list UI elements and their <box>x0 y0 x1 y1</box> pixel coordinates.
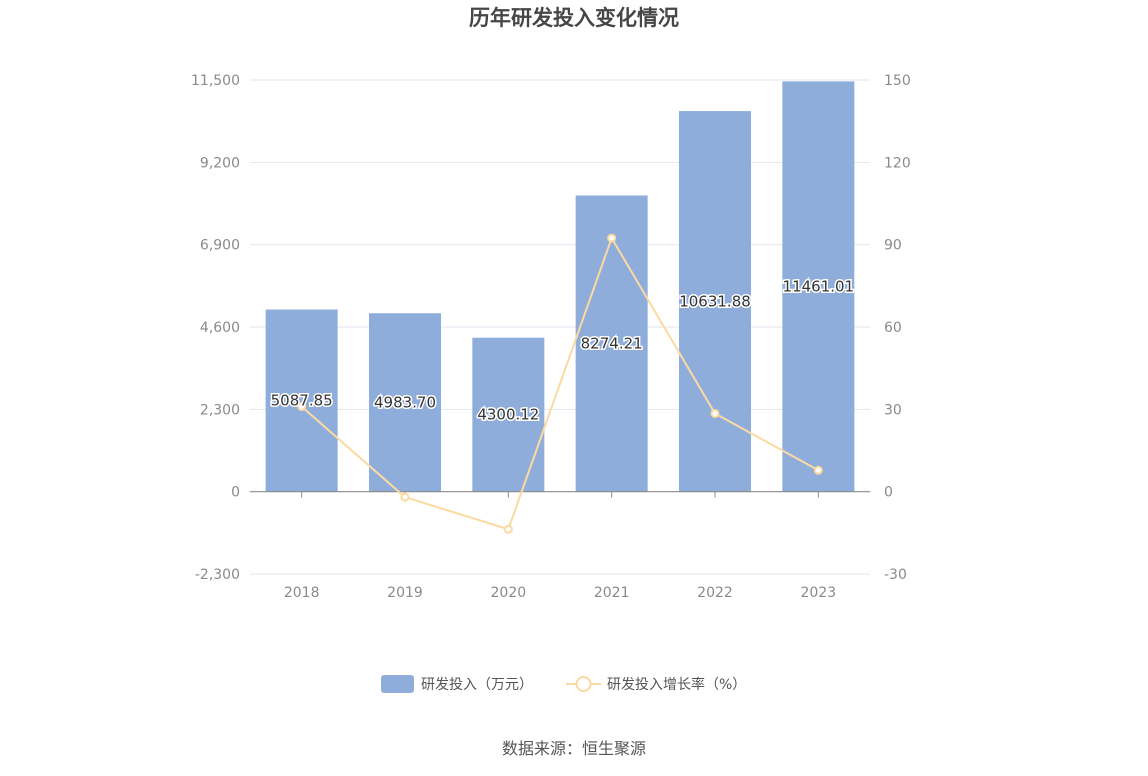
bar-labels: 5087.85 4983.70 4300.12 8274.21 10631.88 1146… <box>269 276 855 425</box>
x-axis: 2018 2019 2020 2021 2022 2023 <box>250 491 870 601</box>
legend-line-marker <box>575 676 592 692</box>
legend-bar-swatch <box>381 675 414 693</box>
left-axis-tick-label: -2,300 <box>195 567 240 583</box>
right-axis-tick-label: 120 <box>884 155 911 171</box>
bar <box>575 195 648 492</box>
line-point <box>503 524 513 534</box>
data-source: 数据来源：恒生聚源 <box>502 739 646 758</box>
legend-bar-label: 研发投入（万元） <box>421 677 533 693</box>
line-point <box>607 233 617 243</box>
right-axis-tick-label: 90 <box>884 238 902 254</box>
growth-rate-line <box>301 235 819 531</box>
line-point <box>400 492 410 502</box>
x-axis-tick-label: 2019 <box>387 585 423 601</box>
x-axis-tick-label: 2020 <box>491 585 527 601</box>
right-axis-tick-label: -30 <box>884 567 907 583</box>
bar-value-label: 4983.70 <box>374 393 436 411</box>
line-point <box>813 465 823 475</box>
x-axis-tick-label: 2023 <box>801 585 837 601</box>
bar <box>369 313 441 492</box>
bar-value-label: 10631.88 <box>679 292 751 310</box>
left-axis-tick-label: 6,900 <box>200 238 240 254</box>
bar-series <box>265 81 855 492</box>
bar <box>679 111 751 492</box>
bar-value-label: 5087.85 <box>271 392 333 410</box>
legend-item-bar[interactable]: 研发投入（万元） <box>381 675 533 693</box>
x-axis-tick-label: 2018 <box>284 585 320 601</box>
right-axis-tick-label: 60 <box>884 320 902 336</box>
right-axis-tick-label: 30 <box>884 402 902 418</box>
right-axis-tick-label: 150 <box>884 73 911 89</box>
x-axis-tick-label: 2022 <box>697 585 733 601</box>
bar <box>782 81 855 492</box>
left-axis-tick-label: 9,200 <box>200 155 240 171</box>
line-point <box>710 408 720 418</box>
left-axis-tick-label: 0 <box>231 485 240 501</box>
grid-lines <box>250 79 870 575</box>
left-y-axis: -2,300 0 2,300 4,600 6,900 9,200 11,500 <box>191 73 240 583</box>
line-series <box>297 233 823 534</box>
bar-value-label: 11461.01 <box>783 278 855 296</box>
right-axis-tick-label: 0 <box>884 485 893 501</box>
legend-line-label: 研发投入增长率（%） <box>607 676 746 693</box>
line-point <box>297 402 307 412</box>
bar <box>265 309 338 492</box>
left-axis-tick-label: 4,600 <box>200 320 240 336</box>
right-y-axis: -30 0 30 60 90 120 150 <box>884 73 911 583</box>
bar <box>472 337 545 492</box>
legend-item-line[interactable]: 研发投入增长率（%） <box>566 676 746 693</box>
bar-value-label: 8274.21 <box>581 335 643 353</box>
bar-value-label: 4300.12 <box>477 406 539 424</box>
legend[interactable]: 研发投入（万元） 研发投入增长率（%） <box>381 675 746 693</box>
left-axis-tick-label: 11,500 <box>191 73 240 89</box>
left-axis-tick-label: 2,300 <box>200 402 240 418</box>
x-axis-tick-label: 2021 <box>594 585 630 601</box>
chart-title: 历年研发投入变化情况 <box>469 6 679 30</box>
